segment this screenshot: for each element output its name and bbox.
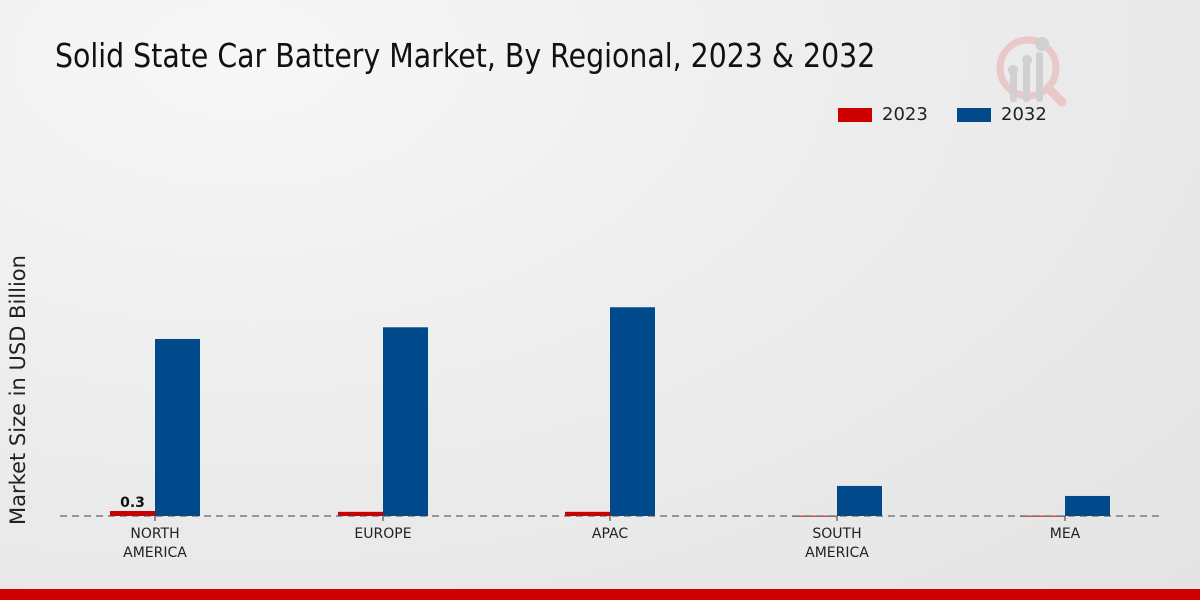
data-label-0: 0.3 xyxy=(120,495,145,511)
legend-swatch-2023 xyxy=(838,107,872,122)
bar-2032-1 xyxy=(383,327,428,516)
bar-2023-0 xyxy=(110,510,155,516)
x-tick-label-3: SOUTH AMERICA xyxy=(805,526,869,561)
bar-2023-4 xyxy=(1020,515,1065,517)
x-tick-label-0: NORTH AMERICA xyxy=(123,526,187,561)
legend-item-2023: 2023 xyxy=(838,104,928,125)
bar-2023-2 xyxy=(565,511,610,516)
legend-label-2023: 2023 xyxy=(882,104,928,125)
watermark-logo-icon xyxy=(996,36,1067,107)
x-tick-label-2: APAC xyxy=(592,526,628,542)
bar-2032-4 xyxy=(1065,495,1110,516)
footer-bar xyxy=(0,589,1200,600)
bar-2023-3 xyxy=(792,515,837,517)
chart-title: Solid State Car Battery Market, By Regio… xyxy=(55,36,876,75)
legend-swatch-2032 xyxy=(957,107,991,122)
bar-2032-3 xyxy=(837,485,882,516)
x-tick-label-4: MEA xyxy=(1050,526,1081,542)
bar-2023-1 xyxy=(338,511,383,516)
legend-item-2032: 2032 xyxy=(957,104,1047,125)
bar-2032-2 xyxy=(610,307,655,516)
legend-label-2032: 2032 xyxy=(1001,104,1047,125)
bar-2032-0 xyxy=(155,338,200,516)
x-tick-label-1: EUROPE xyxy=(354,526,411,542)
